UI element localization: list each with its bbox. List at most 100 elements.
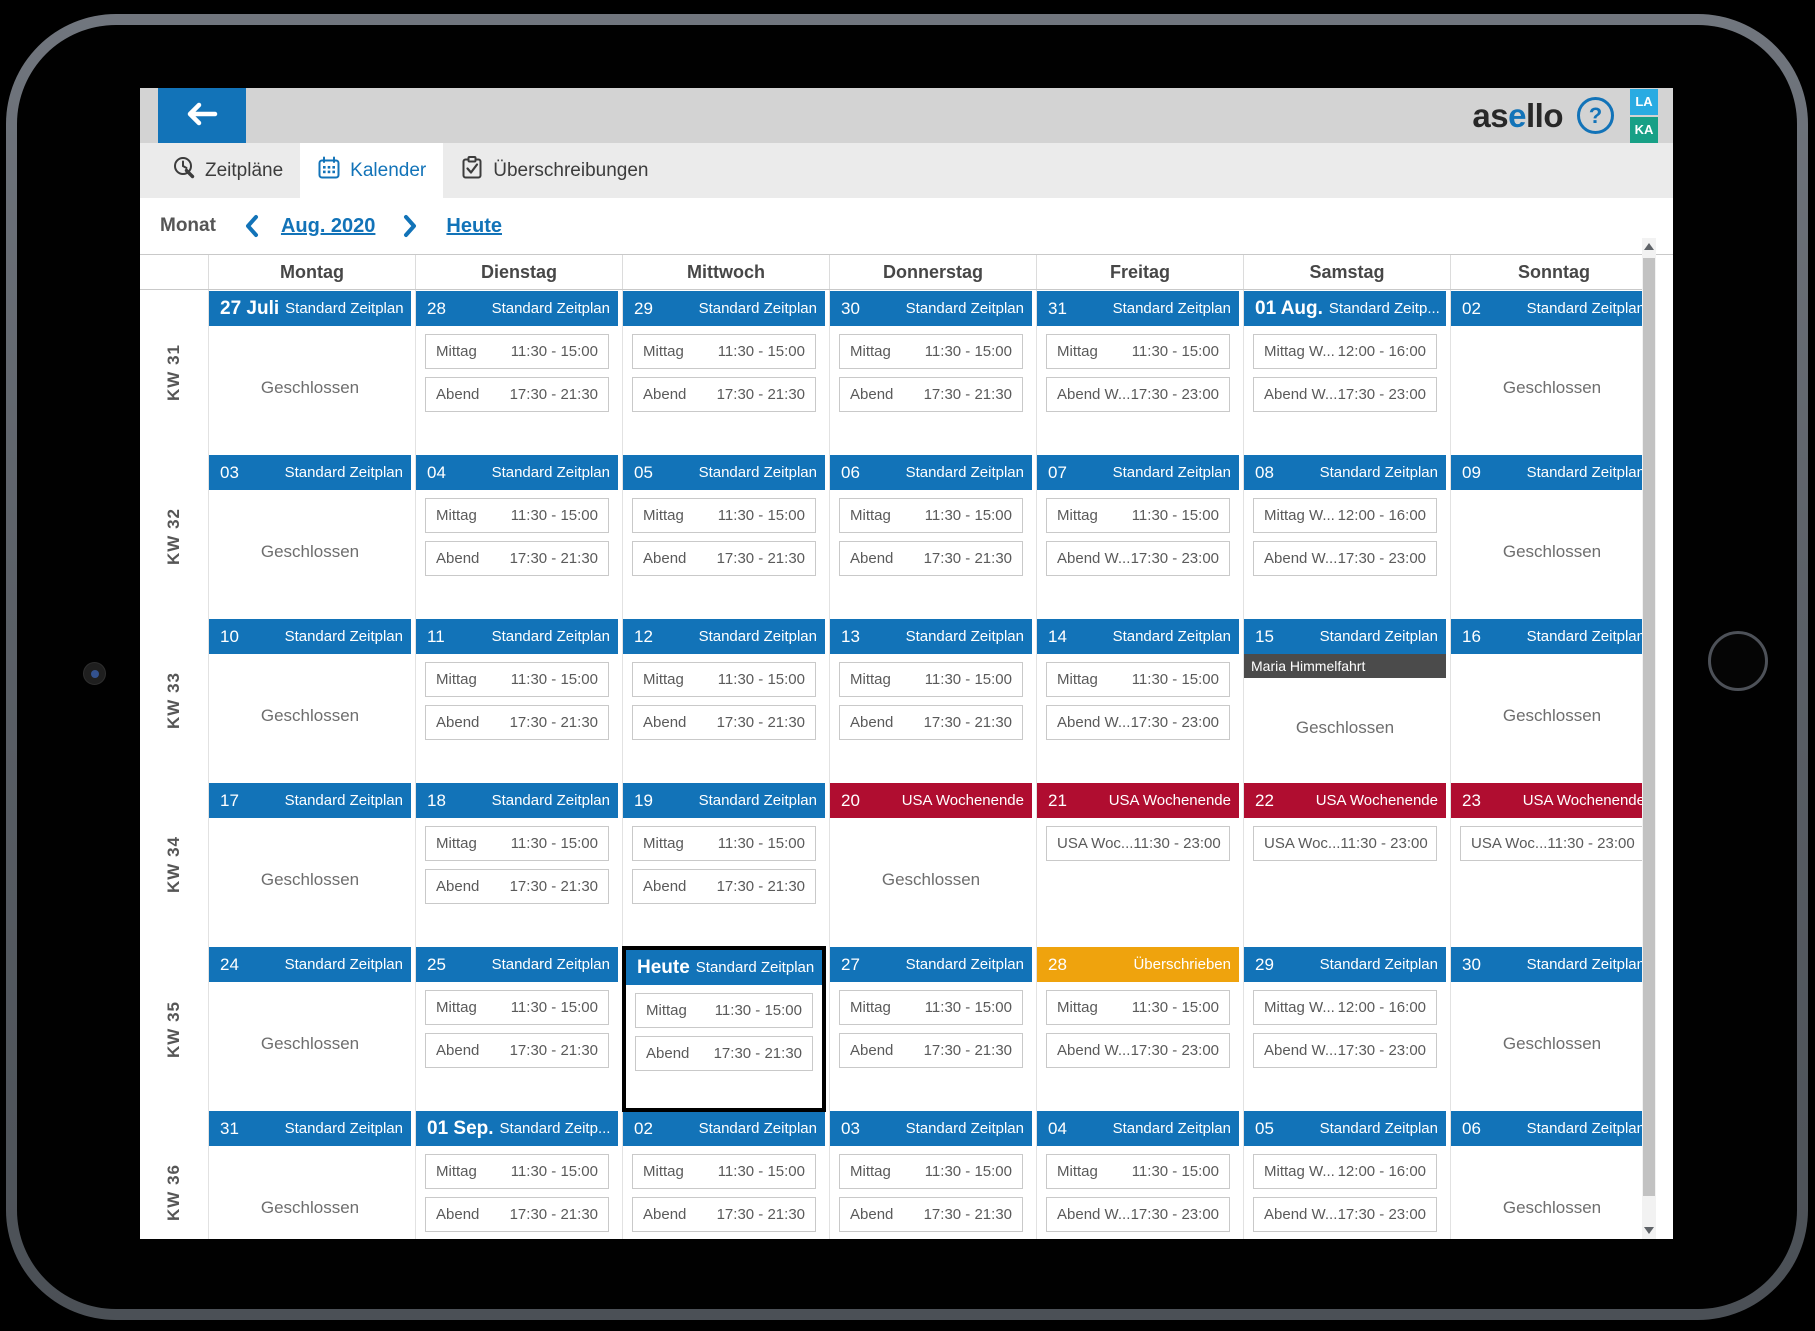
time-slot[interactable]: Abend 17:30 - 21:30 — [839, 377, 1023, 412]
time-slot[interactable]: Abend 17:30 - 21:30 — [425, 869, 609, 904]
day-cell[interactable]: 19 Standard Zeitplan Mittag 11:30 - 15:00 Ab… — [623, 783, 825, 941]
time-slot[interactable]: Abend W... 17:30 - 23:00 — [1046, 1033, 1230, 1068]
day-cell[interactable]: 08 Standard Zeitplan Mittag W... 12:00 - 16… — [1244, 455, 1446, 613]
day-cell[interactable]: 29 Standard Zeitplan Mittag 11:30 - 15:00 Ab… — [623, 291, 825, 449]
today-link[interactable]: Heute — [446, 214, 502, 237]
tablet-home-button[interactable] — [1708, 631, 1768, 691]
time-slot[interactable]: Abend 17:30 - 21:30 — [632, 541, 816, 576]
time-slot[interactable]: Mittag 11:30 - 15:00 — [839, 990, 1023, 1025]
time-slot[interactable]: Mittag 11:30 - 15:00 — [1046, 1154, 1230, 1189]
time-slot[interactable]: Mittag W... 12:00 - 16:00 — [1253, 334, 1437, 369]
time-slot[interactable]: Abend W... 17:30 - 23:00 — [1253, 541, 1437, 576]
month-link[interactable]: Aug. 2020 — [280, 214, 376, 237]
time-slot[interactable]: Abend 17:30 - 21:30 — [839, 705, 1023, 740]
vertical-scrollbar[interactable] — [1642, 238, 1656, 1239]
time-slot[interactable]: Abend 17:30 - 21:30 — [425, 377, 609, 412]
badge-la[interactable]: LA — [1630, 88, 1658, 115]
time-slot[interactable]: Abend 17:30 - 21:30 — [632, 869, 816, 904]
day-cell[interactable]: 10 Standard Zeitplan Geschlossen — [209, 619, 411, 777]
time-slot[interactable]: Mittag 11:30 - 15:00 — [425, 990, 609, 1025]
time-slot[interactable]: Abend W... 17:30 - 23:00 — [1046, 705, 1230, 740]
time-slot[interactable]: Abend 17:30 - 21:30 — [632, 1197, 816, 1232]
day-cell[interactable]: 24 Standard Zeitplan Geschlossen — [209, 947, 411, 1105]
time-slot[interactable]: Abend 17:30 - 21:30 — [425, 1033, 609, 1068]
day-cell[interactable]: 13 Standard Zeitplan Mittag 11:30 - 15:00 Ab… — [830, 619, 1032, 777]
day-cell[interactable]: 23 USA Wochenende USA Woc... 11:30 - 23:00 — [1451, 783, 1642, 941]
time-slot[interactable]: Abend 17:30 - 21:30 — [425, 1197, 609, 1232]
time-slot[interactable]: Abend 17:30 - 21:30 — [632, 705, 816, 740]
day-cell[interactable]: 02 Standard Zeitplan Geschlossen — [1451, 291, 1642, 449]
back-button[interactable] — [158, 88, 246, 143]
day-cell[interactable]: 30 Standard Zeitplan Mittag 11:30 - 15:00 Ab… — [830, 291, 1032, 449]
time-slot[interactable]: Abend W... 17:30 - 23:00 — [1253, 377, 1437, 412]
time-slot[interactable]: Mittag 11:30 - 15:00 — [425, 826, 609, 861]
tab-zeitplaene[interactable]: Zeitpläne — [155, 143, 300, 198]
day-cell[interactable]: 05 Standard Zeitplan Mittag 11:30 - 15:00 Ab… — [623, 455, 825, 613]
time-slot[interactable]: Mittag W... 12:00 - 16:00 — [1253, 990, 1437, 1025]
day-cell[interactable]: 09 Standard Zeitplan Geschlossen — [1451, 455, 1642, 613]
time-slot[interactable]: Mittag 11:30 - 15:00 — [425, 662, 609, 697]
time-slot[interactable]: Abend W... 17:30 - 23:00 — [1253, 1197, 1437, 1232]
day-cell[interactable]: 31 Standard Zeitplan Mittag 11:30 - 15:00 Ab… — [1037, 291, 1239, 449]
time-slot[interactable]: Mittag 11:30 - 15:00 — [839, 334, 1023, 369]
time-slot[interactable]: Mittag 11:30 - 15:00 — [1046, 498, 1230, 533]
day-cell[interactable]: 11 Standard Zeitplan Mittag 11:30 - 15:00 Ab… — [416, 619, 618, 777]
day-cell[interactable]: 06 Standard Zeitplan Geschlossen — [1451, 1111, 1642, 1239]
day-cell[interactable]: 15 Standard Zeitplan Maria Himmelfahrt Gesc… — [1244, 619, 1446, 777]
time-slot[interactable]: Mittag 11:30 - 15:00 — [425, 1154, 609, 1189]
time-slot[interactable]: Mittag 11:30 - 15:00 — [632, 498, 816, 533]
day-cell[interactable]: 25 Standard Zeitplan Mittag 11:30 - 15:00 Ab… — [416, 947, 618, 1105]
time-slot[interactable]: Mittag 11:30 - 15:00 — [632, 334, 816, 369]
time-slot[interactable]: USA Woc... 11:30 - 23:00 — [1460, 826, 1642, 861]
day-cell[interactable]: 12 Standard Zeitplan Mittag 11:30 - 15:00 Ab… — [623, 619, 825, 777]
time-slot[interactable]: USA Woc... 11:30 - 23:00 — [1046, 826, 1230, 861]
time-slot[interactable]: Abend W... 17:30 - 23:00 — [1046, 377, 1230, 412]
time-slot[interactable]: Mittag W... 12:00 - 16:00 — [1253, 1154, 1437, 1189]
tab-kalender[interactable]: Kalender — [300, 143, 444, 198]
time-slot[interactable]: Mittag 11:30 - 15:00 — [839, 662, 1023, 697]
day-cell[interactable]: 07 Standard Zeitplan Mittag 11:30 - 15:00 Ab… — [1037, 455, 1239, 613]
day-cell[interactable]: 28 Überschrieben Mittag 11:30 - 15:00 Abend … — [1037, 947, 1239, 1105]
time-slot[interactable]: Mittag 11:30 - 15:00 — [632, 826, 816, 861]
day-cell[interactable]: 14 Standard Zeitplan Mittag 11:30 - 15:00 Ab… — [1037, 619, 1239, 777]
time-slot[interactable]: Abend 17:30 - 21:30 — [839, 1033, 1023, 1068]
day-cell[interactable]: 04 Standard Zeitplan Mittag 11:30 - 15:00 Ab… — [1037, 1111, 1239, 1239]
day-cell[interactable]: 01 Aug. Standard Zeitp... Mittag W... 12:00… — [1244, 291, 1446, 449]
day-cell[interactable]: 18 Standard Zeitplan Mittag 11:30 - 15:00 Ab… — [416, 783, 618, 941]
time-slot[interactable]: Mittag 11:30 - 15:00 — [632, 1154, 816, 1189]
day-cell[interactable]: 17 Standard Zeitplan Geschlossen — [209, 783, 411, 941]
help-icon[interactable]: ? — [1577, 97, 1614, 134]
day-cell[interactable]: 22 USA Wochenende USA Woc... 11:30 - 23:00 — [1244, 783, 1446, 941]
previous-month-button[interactable] — [244, 214, 259, 238]
scroll-down-arrow-icon[interactable] — [1644, 1227, 1654, 1234]
time-slot[interactable]: Abend 17:30 - 21:30 — [839, 1197, 1023, 1232]
time-slot[interactable]: USA Woc... 11:30 - 23:00 — [1253, 826, 1437, 861]
time-slot[interactable]: Abend W... 17:30 - 23:00 — [1046, 1197, 1230, 1232]
time-slot[interactable]: Abend 17:30 - 21:30 — [425, 705, 609, 740]
scrollbar-thumb[interactable] — [1643, 258, 1655, 1196]
time-slot[interactable]: Mittag W... 12:00 - 16:00 — [1253, 498, 1437, 533]
time-slot[interactable]: Abend 17:30 - 21:30 — [839, 541, 1023, 576]
day-cell[interactable]: 04 Standard Zeitplan Mittag 11:30 - 15:00 Ab… — [416, 455, 618, 613]
time-slot[interactable]: Mittag 11:30 - 15:00 — [635, 993, 813, 1028]
day-cell[interactable]: 03 Standard Zeitplan Geschlossen — [209, 455, 411, 613]
day-cell[interactable]: 29 Standard Zeitplan Mittag W... 12:00 - 16… — [1244, 947, 1446, 1105]
day-cell[interactable]: 30 Standard Zeitplan Geschlossen — [1451, 947, 1642, 1105]
next-month-button[interactable] — [403, 214, 418, 238]
day-cell[interactable]: 01 Sep. Standard Zeitp... Mittag 11:30 - 15… — [416, 1111, 618, 1239]
day-cell[interactable]: 16 Standard Zeitplan Geschlossen — [1451, 619, 1642, 777]
time-slot[interactable]: Mittag 11:30 - 15:00 — [839, 1154, 1023, 1189]
time-slot[interactable]: Abend 17:30 - 21:30 — [635, 1036, 813, 1071]
time-slot[interactable]: Mittag 11:30 - 15:00 — [1046, 990, 1230, 1025]
scroll-up-arrow-icon[interactable] — [1644, 243, 1654, 250]
day-cell[interactable]: 27 Standard Zeitplan Mittag 11:30 - 15:00 Ab… — [830, 947, 1032, 1105]
day-cell[interactable]: 28 Standard Zeitplan Mittag 11:30 - 15:00 Ab… — [416, 291, 618, 449]
day-cell[interactable]: 31 Standard Zeitplan Geschlossen — [209, 1111, 411, 1239]
day-cell[interactable]: 02 Standard Zeitplan Mittag 11:30 - 15:00 Ab… — [623, 1111, 825, 1239]
time-slot[interactable]: Mittag 11:30 - 15:00 — [425, 334, 609, 369]
time-slot[interactable]: Mittag 11:30 - 15:00 — [1046, 334, 1230, 369]
day-cell[interactable]: 27 Juli Standard Zeitplan Geschlossen — [209, 291, 411, 449]
day-cell[interactable]: 21 USA Wochenende USA Woc... 11:30 - 23:00 — [1037, 783, 1239, 941]
time-slot[interactable]: Mittag 11:30 - 15:00 — [425, 498, 609, 533]
time-slot[interactable]: Abend W... 17:30 - 23:00 — [1253, 1033, 1437, 1068]
